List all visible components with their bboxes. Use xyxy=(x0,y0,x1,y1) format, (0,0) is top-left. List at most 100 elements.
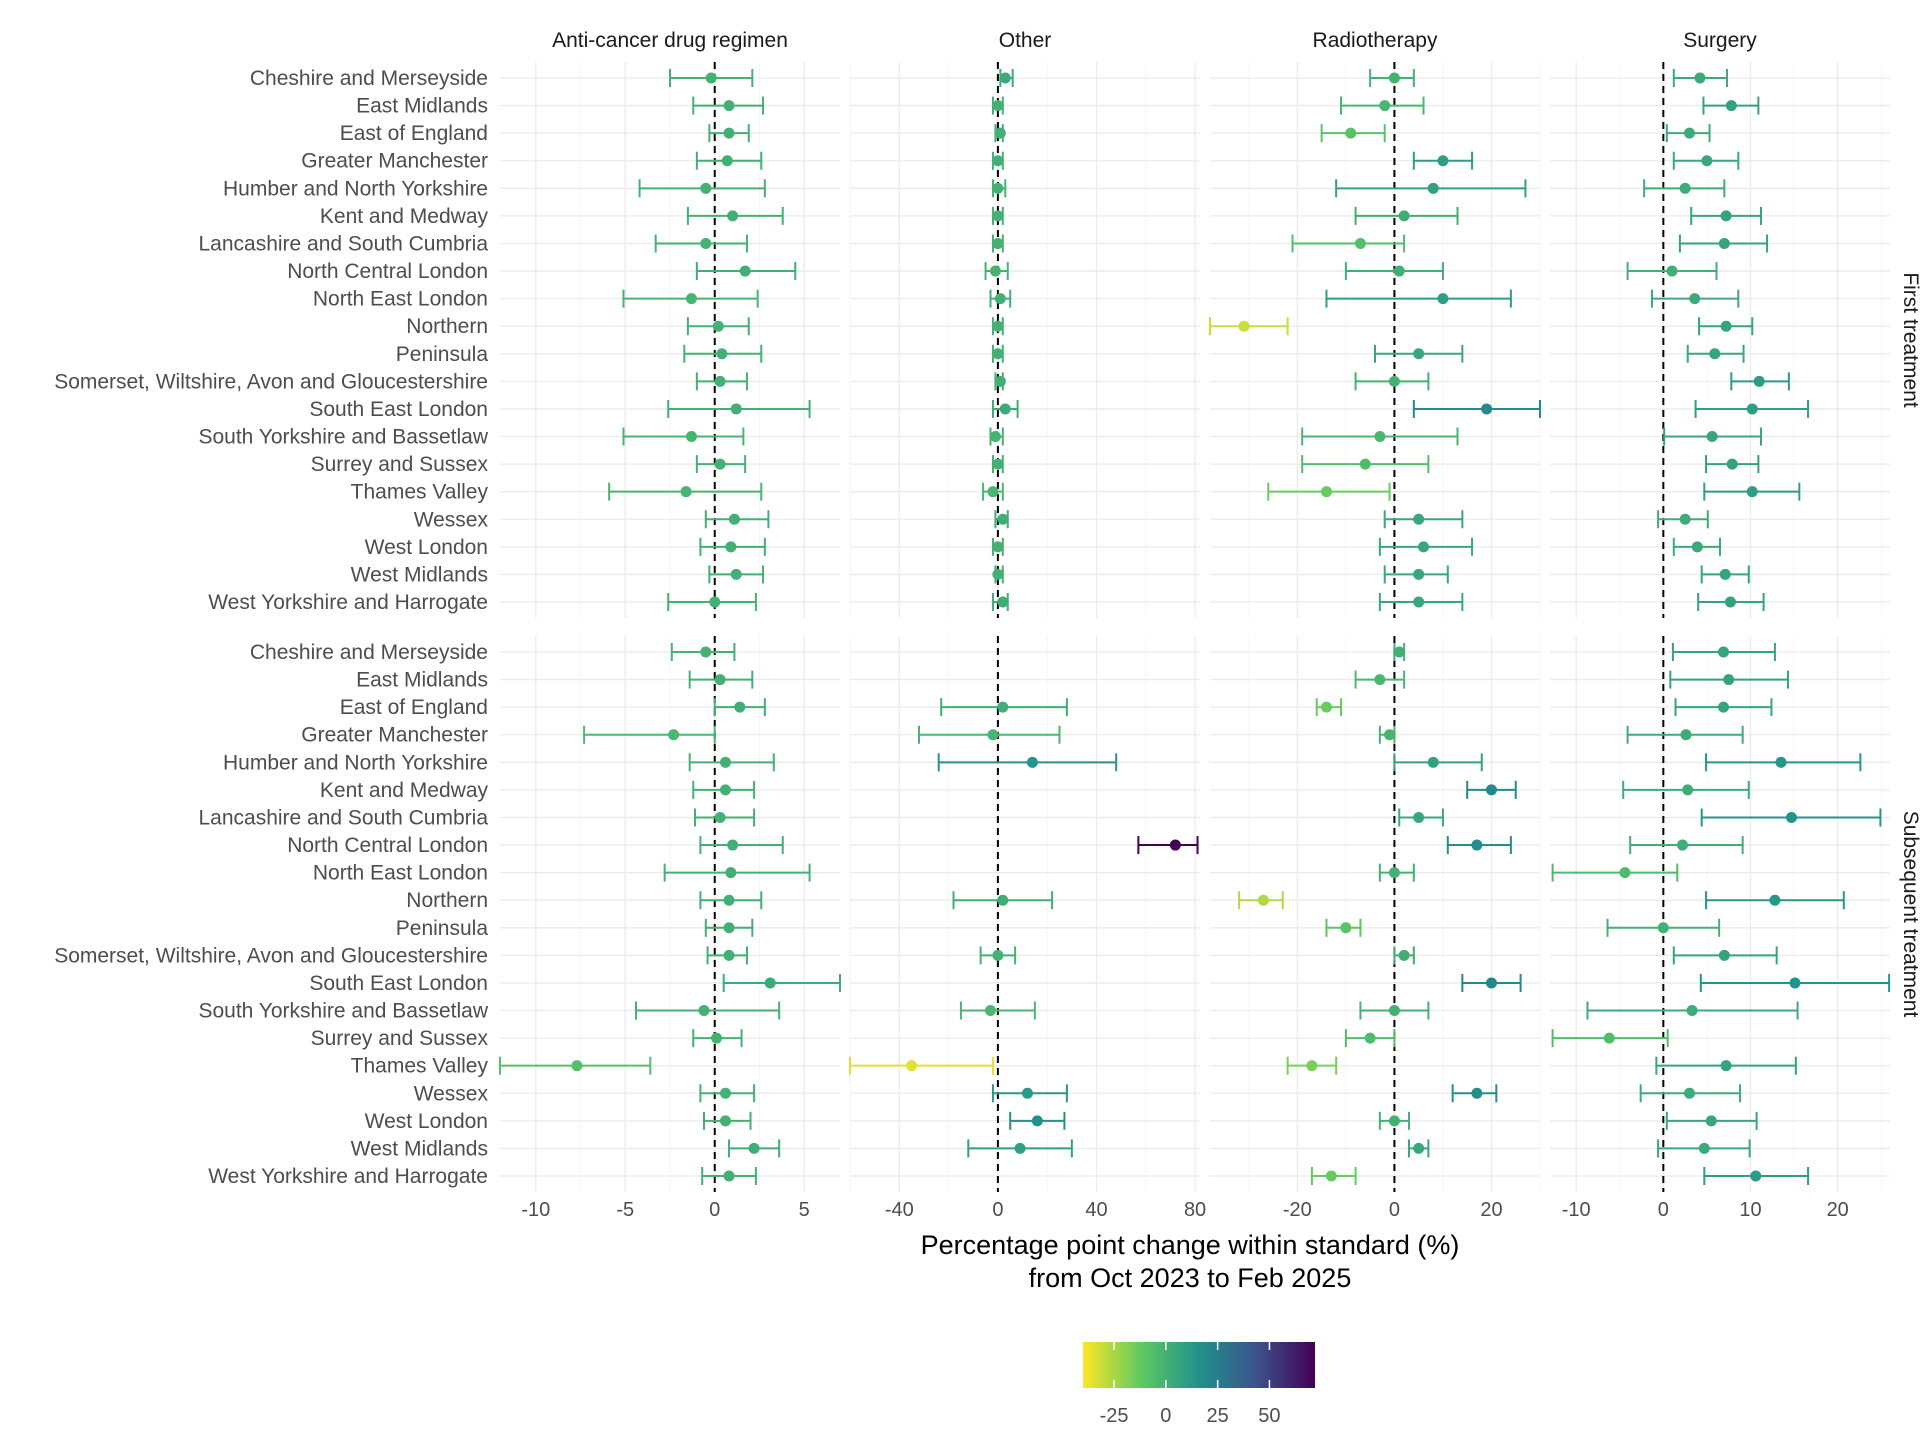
estimate-point xyxy=(730,403,742,415)
estimate-point xyxy=(1694,72,1706,84)
estimate-point xyxy=(999,403,1011,415)
x-tick-label: 0 xyxy=(709,1199,720,1221)
estimate-point xyxy=(992,949,1004,961)
panel-subsequent-treatment-surgery xyxy=(1550,636,1891,1192)
estimate-point xyxy=(1345,127,1357,139)
estimate-point xyxy=(1726,458,1738,470)
estimate-point xyxy=(994,293,1006,305)
estimate-point xyxy=(714,375,726,387)
estimate-point xyxy=(1388,375,1400,387)
region-label-peninsula: Peninsula xyxy=(396,343,489,366)
estimate-point xyxy=(989,265,1001,277)
estimate-point xyxy=(992,320,1004,332)
estimate-point xyxy=(987,486,999,498)
estimate-point xyxy=(1413,596,1425,608)
x-tick-label: -10 xyxy=(521,1199,550,1221)
estimate-point xyxy=(992,100,1004,112)
region-label-south-yorkshire-and-bassetlaw: South Yorkshire and Bassetlaw xyxy=(198,1000,488,1023)
estimate-point xyxy=(1686,1005,1698,1017)
estimate-point xyxy=(1374,674,1386,686)
estimate-point xyxy=(1709,348,1721,360)
x-tick-label: 20 xyxy=(1827,1199,1849,1221)
estimate-point xyxy=(1680,729,1692,741)
estimate-point xyxy=(685,431,697,443)
estimate-point xyxy=(1021,1087,1033,1099)
estimate-point xyxy=(1413,1142,1425,1154)
estimate-point xyxy=(719,1087,731,1099)
estimate-point xyxy=(1374,431,1386,443)
estimate-point xyxy=(748,1142,760,1154)
estimate-point xyxy=(997,596,1009,608)
estimate-point xyxy=(1388,1115,1400,1127)
colorbar xyxy=(1083,1342,1315,1388)
estimate-point xyxy=(685,293,697,305)
region-label-wessex: Wessex xyxy=(414,508,489,531)
estimate-point xyxy=(1238,320,1250,332)
region-label-east-of-england: East of England xyxy=(340,122,488,145)
estimate-point xyxy=(1717,701,1729,713)
estimate-point xyxy=(721,155,733,167)
x-tick-label: 80 xyxy=(1184,1199,1206,1221)
x-tick-label: 0 xyxy=(992,1199,1003,1221)
region-labels: Cheshire and Merseyside East Midlands East… xyxy=(54,67,489,1188)
estimate-point xyxy=(1619,867,1631,879)
estimate-point xyxy=(1437,155,1449,167)
estimate-point xyxy=(1388,1005,1400,1017)
x-tick-label: -10 xyxy=(1562,1199,1591,1221)
estimate-point xyxy=(1325,1170,1337,1182)
region-label-wessex: Wessex xyxy=(414,1082,489,1105)
estimate-point xyxy=(723,100,735,112)
estimate-point xyxy=(1666,265,1678,277)
estimate-point xyxy=(1689,293,1701,305)
estimate-point xyxy=(1718,237,1730,249)
region-label-somerset-wiltshire-avon-and-gloucestershire: Somerset, Wiltshire, Avon and Gloucester… xyxy=(54,370,488,393)
estimate-point xyxy=(987,729,999,741)
region-label-east-midlands: East Midlands xyxy=(356,669,488,692)
strip-anti-cancer-drug-regimen: Anti-cancer drug regimen xyxy=(552,29,788,52)
estimate-point xyxy=(1393,646,1405,658)
estimate-point xyxy=(992,210,1004,222)
x-tick-label: -40 xyxy=(885,1199,914,1221)
region-label-west-yorkshire-and-harrogate: West Yorkshire and Harrogate xyxy=(208,591,488,614)
estimate-point xyxy=(1750,1170,1762,1182)
x-tick-label: 5 xyxy=(799,1199,810,1221)
region-label-kent-and-medway: Kent and Medway xyxy=(320,779,489,802)
region-label-west-yorkshire-and-harrogate: West Yorkshire and Harrogate xyxy=(208,1165,488,1188)
region-label-north-east-london: North East London xyxy=(313,288,488,311)
estimate-point xyxy=(1679,513,1691,525)
estimate-point xyxy=(1384,729,1396,741)
estimate-point xyxy=(1398,949,1410,961)
estimate-point xyxy=(992,237,1004,249)
region-label-west-london: West London xyxy=(365,536,488,559)
estimate-point xyxy=(1418,541,1430,553)
panel-subsequent-treatment-radiotherapy xyxy=(1210,636,1541,1192)
estimate-point xyxy=(1719,568,1731,580)
estimate-point xyxy=(705,72,717,84)
estimate-point xyxy=(723,949,735,961)
estimate-point xyxy=(1775,756,1787,768)
region-label-surrey-and-sussex: Surrey and Sussex xyxy=(311,1027,489,1050)
strip-first-treatment: First treatment xyxy=(1899,272,1920,408)
estimate-point xyxy=(1723,674,1735,686)
panel-subsequent-treatment-other xyxy=(849,636,1200,1192)
estimate-point xyxy=(1485,784,1497,796)
region-label-lancashire-and-south-cumbria: Lancashire and South Cumbria xyxy=(198,232,488,255)
estimate-point xyxy=(734,701,746,713)
region-label-peninsula: Peninsula xyxy=(396,917,489,940)
estimate-point xyxy=(1388,867,1400,879)
region-label-east-of-england: East of England xyxy=(340,696,488,719)
estimate-point xyxy=(730,568,742,580)
estimate-point xyxy=(992,155,1004,167)
estimate-point xyxy=(698,1005,710,1017)
estimate-point xyxy=(1724,596,1736,608)
estimate-point xyxy=(1753,375,1765,387)
estimate-point xyxy=(1705,1115,1717,1127)
panel-subsequent-treatment-anti-cancer-drug-regimen xyxy=(499,636,841,1192)
estimate-point xyxy=(1691,541,1703,553)
estimate-point xyxy=(992,458,1004,470)
estimate-point xyxy=(1320,486,1332,498)
estimate-point xyxy=(1720,210,1732,222)
estimate-point xyxy=(1413,811,1425,823)
region-label-west-midlands: West Midlands xyxy=(351,563,488,586)
region-label-thames-valley: Thames Valley xyxy=(351,1055,489,1078)
